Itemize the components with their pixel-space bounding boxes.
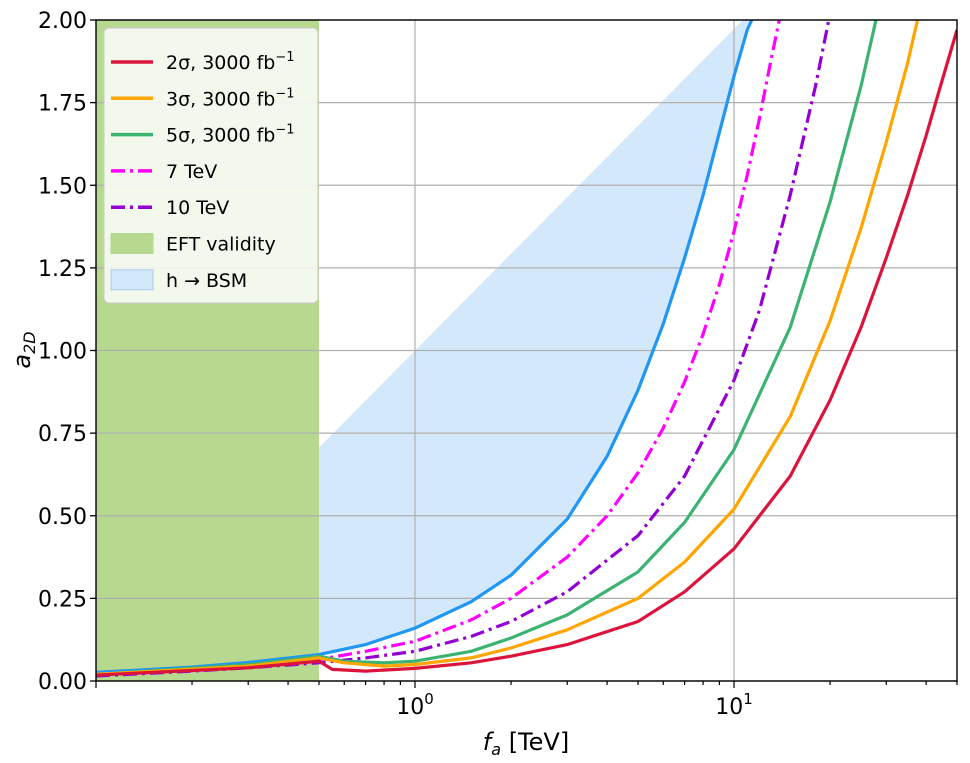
series-line-2 <box>96 20 878 676</box>
series-lines <box>96 20 957 678</box>
legend-label-t7: 7 TeV <box>166 161 217 183</box>
series-line-4 <box>96 20 831 678</box>
y-tick-label: 2.00 <box>38 9 87 34</box>
x-tick-label: 101 <box>715 690 753 720</box>
series-line-1 <box>96 20 920 676</box>
legend-label-s5: 5σ, 3000 fb−1 <box>166 123 295 147</box>
legend-label-s3: 3σ, 3000 fb−1 <box>166 86 295 110</box>
legend-label-s2: 2σ, 3000 fb−1 <box>166 50 295 74</box>
y-tick-label: 0.75 <box>38 422 87 447</box>
y-tick-label: 1.00 <box>38 340 87 365</box>
y-tick-label: 1.75 <box>38 92 87 117</box>
legend-label-t10: 10 TeV <box>166 197 229 219</box>
legend: 2σ, 3000 fb−1 3σ, 3000 fb−1 5σ, 3000 fb−1 7… <box>103 27 319 304</box>
legend-patch-eft <box>110 233 154 254</box>
axis-ticks: 0.00 0.25 0.50 0.75 1.00 1.25 1.50 1.75 2.00 100 1… <box>38 9 958 720</box>
y-tick-label: 0.25 <box>38 587 87 612</box>
y-tick-label: 1.50 <box>38 174 87 199</box>
legend-label-hbsm: h → BSM <box>166 270 247 292</box>
series-line-0 <box>96 29 957 677</box>
legend-patch-hbsm <box>110 269 154 291</box>
y-axis-label: a2D <box>8 331 39 368</box>
legend-label-eft: EFT validity <box>166 234 276 256</box>
y-tick-label: 0.00 <box>38 670 87 695</box>
h-bsm-boundary-line <box>96 20 754 674</box>
grid <box>96 19 957 682</box>
y-tick-label: 1.25 <box>38 257 87 282</box>
series-line-3 <box>96 20 781 676</box>
x-tick-label: 100 <box>396 690 434 720</box>
y-tick-label: 0.50 <box>38 505 87 530</box>
x-axis-label: fa [TeV] <box>483 728 569 759</box>
